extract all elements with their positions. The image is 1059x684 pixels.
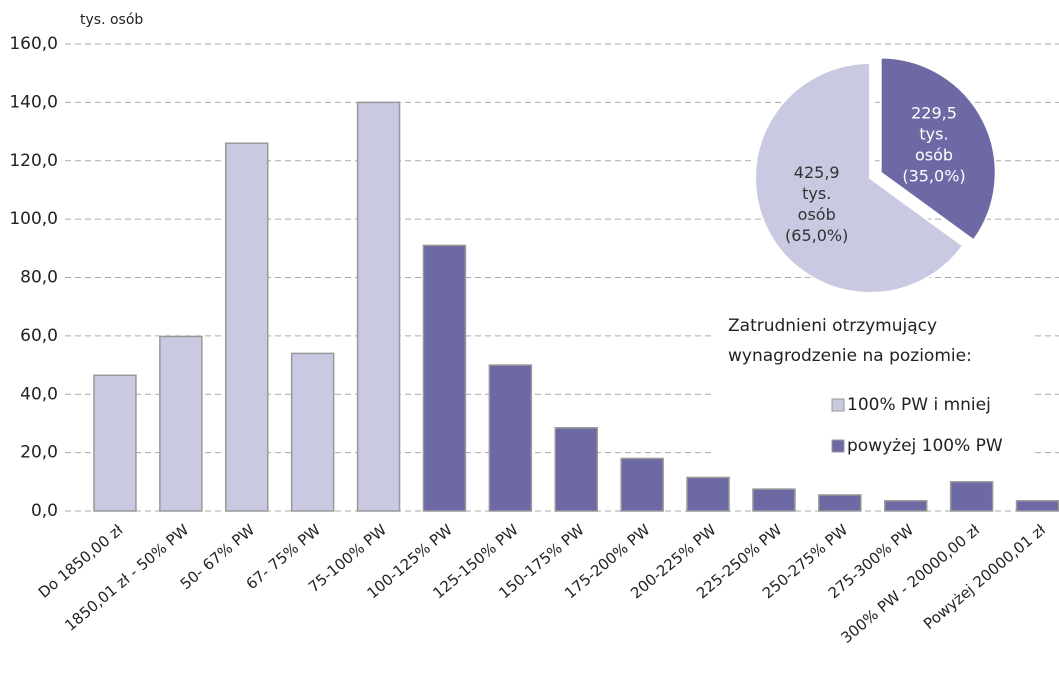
bar: [225, 142, 269, 512]
pie-label: osób: [798, 205, 836, 224]
bar: [752, 488, 796, 512]
y-tick-label: 160,0: [9, 34, 58, 54]
legend-background: [712, 305, 1032, 465]
x-tick-label: Powyżej 20000,01 zł: [920, 520, 1050, 633]
pie-label: 229,5: [911, 103, 957, 122]
pie-label: tys.: [919, 124, 948, 143]
legend-label: powyżej 100% PW: [847, 436, 1003, 456]
legend-swatch: [831, 439, 845, 453]
legend-title: wynagrodzenie na poziomie:: [728, 346, 972, 366]
y-axis-label: tys. osób: [80, 12, 143, 28]
y-tick-label: 120,0: [9, 151, 58, 171]
pie-slice: [879, 56, 997, 242]
pie-label: osób: [915, 145, 953, 164]
y-tick-label: 60,0: [20, 326, 58, 346]
bar: [356, 101, 401, 512]
bar: [290, 352, 335, 512]
y-tick-label: 100,0: [9, 209, 58, 229]
bar: [1015, 500, 1059, 512]
y-tick-label: 80,0: [20, 268, 58, 288]
pie-label: (65,0%): [785, 226, 848, 245]
y-tick-label: 20,0: [20, 443, 58, 463]
y-tick-label: 140,0: [9, 92, 58, 112]
x-tick-label: 1850,01 zł - 50% PW: [61, 521, 192, 635]
bar: [422, 244, 467, 512]
legend-title: Zatrudnieni otrzymujący: [728, 316, 937, 336]
pie-label: 425,9: [794, 163, 840, 182]
bar: [884, 500, 928, 512]
y-tick-label: 0,0: [31, 501, 58, 521]
bar: [93, 374, 137, 512]
bar: [949, 481, 994, 512]
legend-label: 100% PW i mniej: [847, 395, 991, 415]
bar: [818, 494, 862, 512]
bar: [159, 335, 203, 512]
pie-label: (35,0%): [902, 166, 965, 185]
pie-slice: [754, 61, 965, 294]
legend-swatch: [831, 398, 845, 412]
bar: [554, 427, 598, 512]
bar: [620, 457, 664, 512]
y-tick-label: 40,0: [20, 384, 58, 404]
pie-label: tys.: [802, 184, 831, 203]
bar: [686, 476, 730, 512]
bar: [488, 364, 533, 512]
